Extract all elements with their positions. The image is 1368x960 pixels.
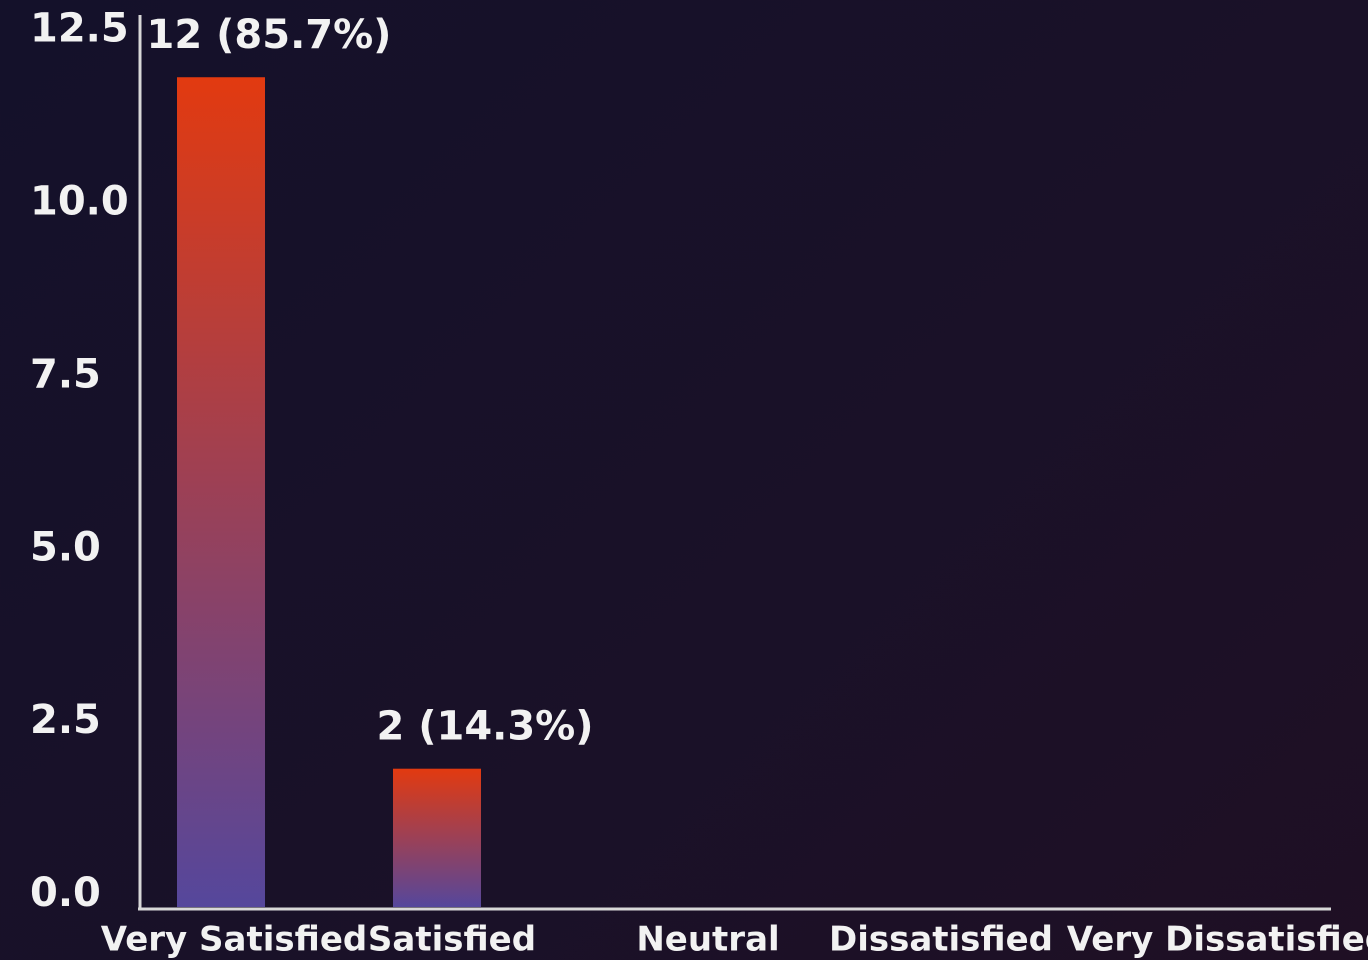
bar xyxy=(177,77,265,908)
x-tick-label: Neutral xyxy=(636,920,779,960)
x-tick-label: Very Satisfied xyxy=(101,920,367,960)
y-tick-label: 2.5 xyxy=(30,697,101,743)
y-tick-label: 0.0 xyxy=(30,870,101,916)
y-tick-label: 5.0 xyxy=(30,524,101,570)
x-tick-label: Satisfied xyxy=(368,920,536,960)
data-label: 12 (85.7%) xyxy=(147,12,392,58)
bar xyxy=(393,768,481,907)
x-tick-label: Very Dissatisfied xyxy=(1067,920,1368,960)
y-tick-label: 12.5 xyxy=(30,6,129,52)
y-tick-label: 10.0 xyxy=(30,179,129,225)
x-tick-label: Dissatisfied xyxy=(829,920,1053,960)
y-tick-label: 7.5 xyxy=(30,351,101,397)
data-label: 2 (14.3%) xyxy=(376,704,593,750)
